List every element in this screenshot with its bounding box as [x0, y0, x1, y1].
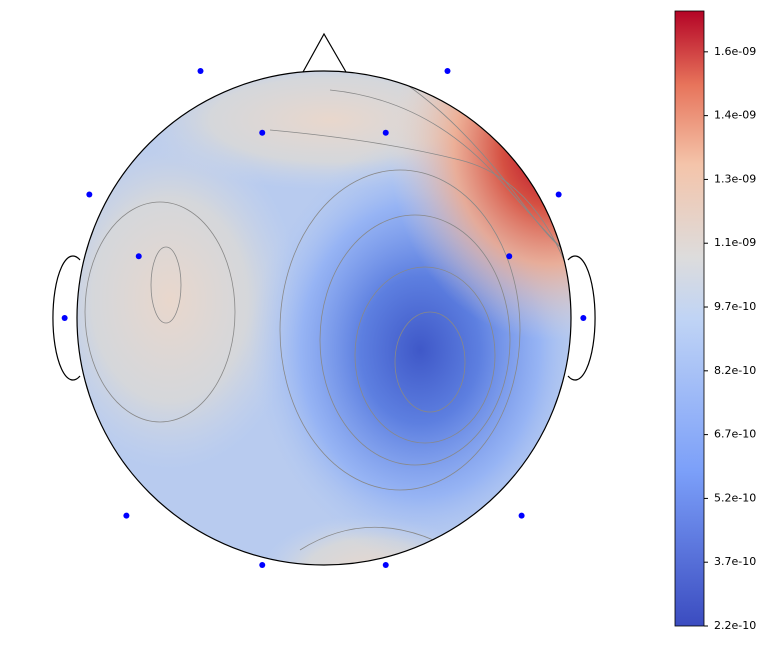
sensor: [61, 315, 68, 321]
sensor: [382, 562, 389, 568]
sensor: [123, 512, 130, 519]
colorbar-tick-label: 3.7e-10: [714, 555, 756, 568]
sensor: [518, 512, 525, 519]
nose: [302, 32, 347, 73]
sensor: [259, 129, 266, 136]
sensor: [197, 68, 204, 74]
colorbar-tick-label: 1.3e-09: [714, 172, 756, 185]
head-outline: [76, 70, 572, 566]
sensor: [580, 315, 587, 321]
sensor: [555, 191, 562, 198]
sensor: [135, 253, 142, 260]
sensor: [506, 253, 513, 260]
colorbar-tick-label: 2.2e-10: [714, 619, 756, 632]
colorbar: [674, 10, 705, 627]
colorbar-tick-label: 8.2e-10: [714, 364, 756, 377]
sensor: [444, 68, 451, 74]
colorbar-tick-label: 1.6e-09: [714, 45, 756, 58]
left-ear: [52, 255, 81, 381]
sensor: [382, 129, 389, 136]
colorbar-tick-label: 1.4e-09: [714, 109, 756, 122]
field: [77, 71, 571, 565]
sensor: [259, 562, 266, 568]
colorbar-tick-label: 9.7e-10: [714, 300, 756, 313]
colorbar-tick-label: 1.1e-09: [714, 236, 756, 249]
colorbar-tick-label: 5.2e-10: [714, 491, 756, 504]
sensor: [86, 191, 93, 198]
colorbar-tick-label: 6.7e-10: [714, 428, 756, 441]
right-ear: [567, 255, 596, 381]
